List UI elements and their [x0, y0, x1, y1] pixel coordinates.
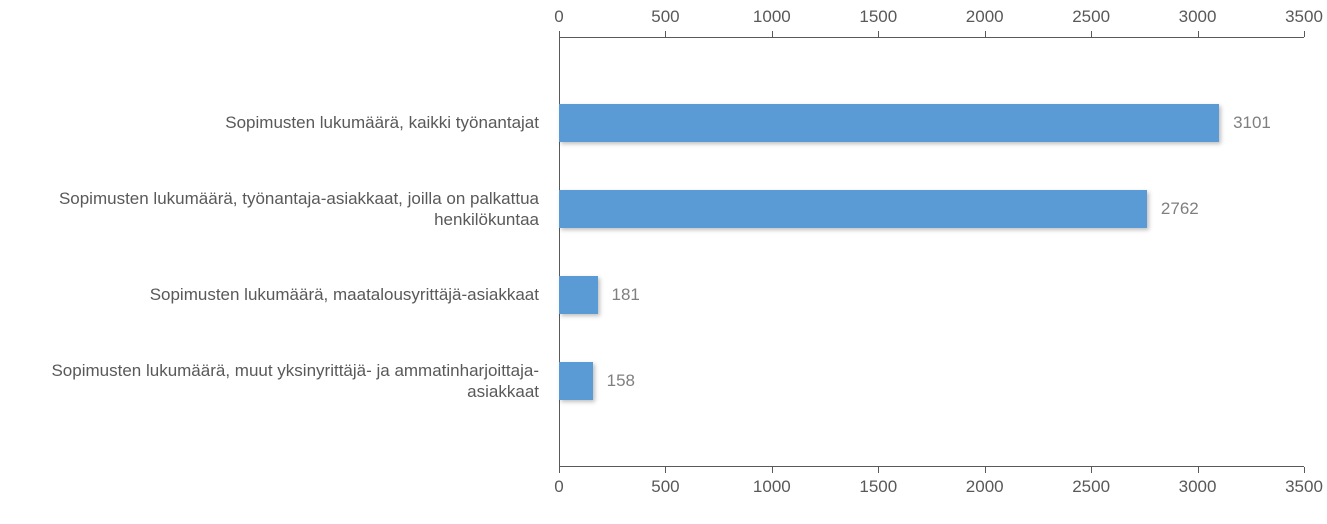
x-tick-mark-top: [985, 31, 986, 37]
x-tick-label-top: 2500: [1072, 7, 1110, 27]
x-tick-label-bottom: 0: [554, 477, 563, 497]
x-tick-mark-top: [1198, 31, 1199, 37]
bar-value-label: 2762: [1161, 199, 1199, 219]
x-tick-label-top: 3500: [1285, 7, 1323, 27]
x-tick-label-top: 2000: [966, 7, 1004, 27]
plot-border-bottom: [559, 466, 1304, 467]
bar: [559, 104, 1219, 142]
x-tick-mark-bottom: [559, 467, 560, 473]
x-tick-label-top: 0: [554, 7, 563, 27]
x-tick-mark-bottom: [985, 467, 986, 473]
x-tick-label-top: 500: [651, 7, 679, 27]
x-tick-mark-top: [878, 31, 879, 37]
plot-area: [559, 37, 1304, 467]
x-tick-label-bottom: 1000: [753, 477, 791, 497]
category-label: Sopimusten lukumäärä, maatalousyrittäjä-…: [10, 274, 539, 317]
x-tick-mark-bottom: [772, 467, 773, 473]
x-tick-mark-top: [1091, 31, 1092, 37]
bar-chart: 0 500 1000 1500 2000 2500 3000 3500 0 500 1000 150…: [0, 0, 1327, 524]
x-tick-label-bottom: 3000: [1179, 477, 1217, 497]
plot-border-left: [559, 37, 560, 467]
x-tick-mark-bottom: [1304, 467, 1305, 473]
bar: [559, 190, 1147, 228]
x-tick-label-bottom: 1500: [859, 477, 897, 497]
x-tick-mark-bottom: [1198, 467, 1199, 473]
x-tick-label-bottom: 3500: [1285, 477, 1323, 497]
category-label: Sopimusten lukumäärä, kaikki työnantajat: [10, 102, 539, 145]
bar-value-label: 181: [612, 285, 640, 305]
x-tick-mark-bottom: [665, 467, 666, 473]
x-tick-label-top: 1000: [753, 7, 791, 27]
x-tick-label-top: 3000: [1179, 7, 1217, 27]
x-tick-mark-top: [665, 31, 666, 37]
category-label: Sopimusten lukumäärä, työnantaja-asiakka…: [10, 188, 539, 231]
x-tick-mark-top: [1304, 31, 1305, 37]
x-tick-label-bottom: 500: [651, 477, 679, 497]
x-tick-mark-bottom: [1091, 467, 1092, 473]
plot-border-top: [559, 37, 1304, 38]
x-tick-mark-top: [559, 31, 560, 37]
bar-value-label: 3101: [1233, 113, 1271, 133]
x-tick-mark-bottom: [878, 467, 879, 473]
x-tick-label-bottom: 2500: [1072, 477, 1110, 497]
x-tick-label-bottom: 2000: [966, 477, 1004, 497]
category-label: Sopimusten lukumäärä, muut yksinyrittäjä…: [10, 360, 539, 403]
bar: [559, 276, 598, 314]
bar-value-label: 158: [607, 371, 635, 391]
x-tick-mark-top: [772, 31, 773, 37]
x-tick-label-top: 1500: [859, 7, 897, 27]
bar: [559, 362, 593, 400]
